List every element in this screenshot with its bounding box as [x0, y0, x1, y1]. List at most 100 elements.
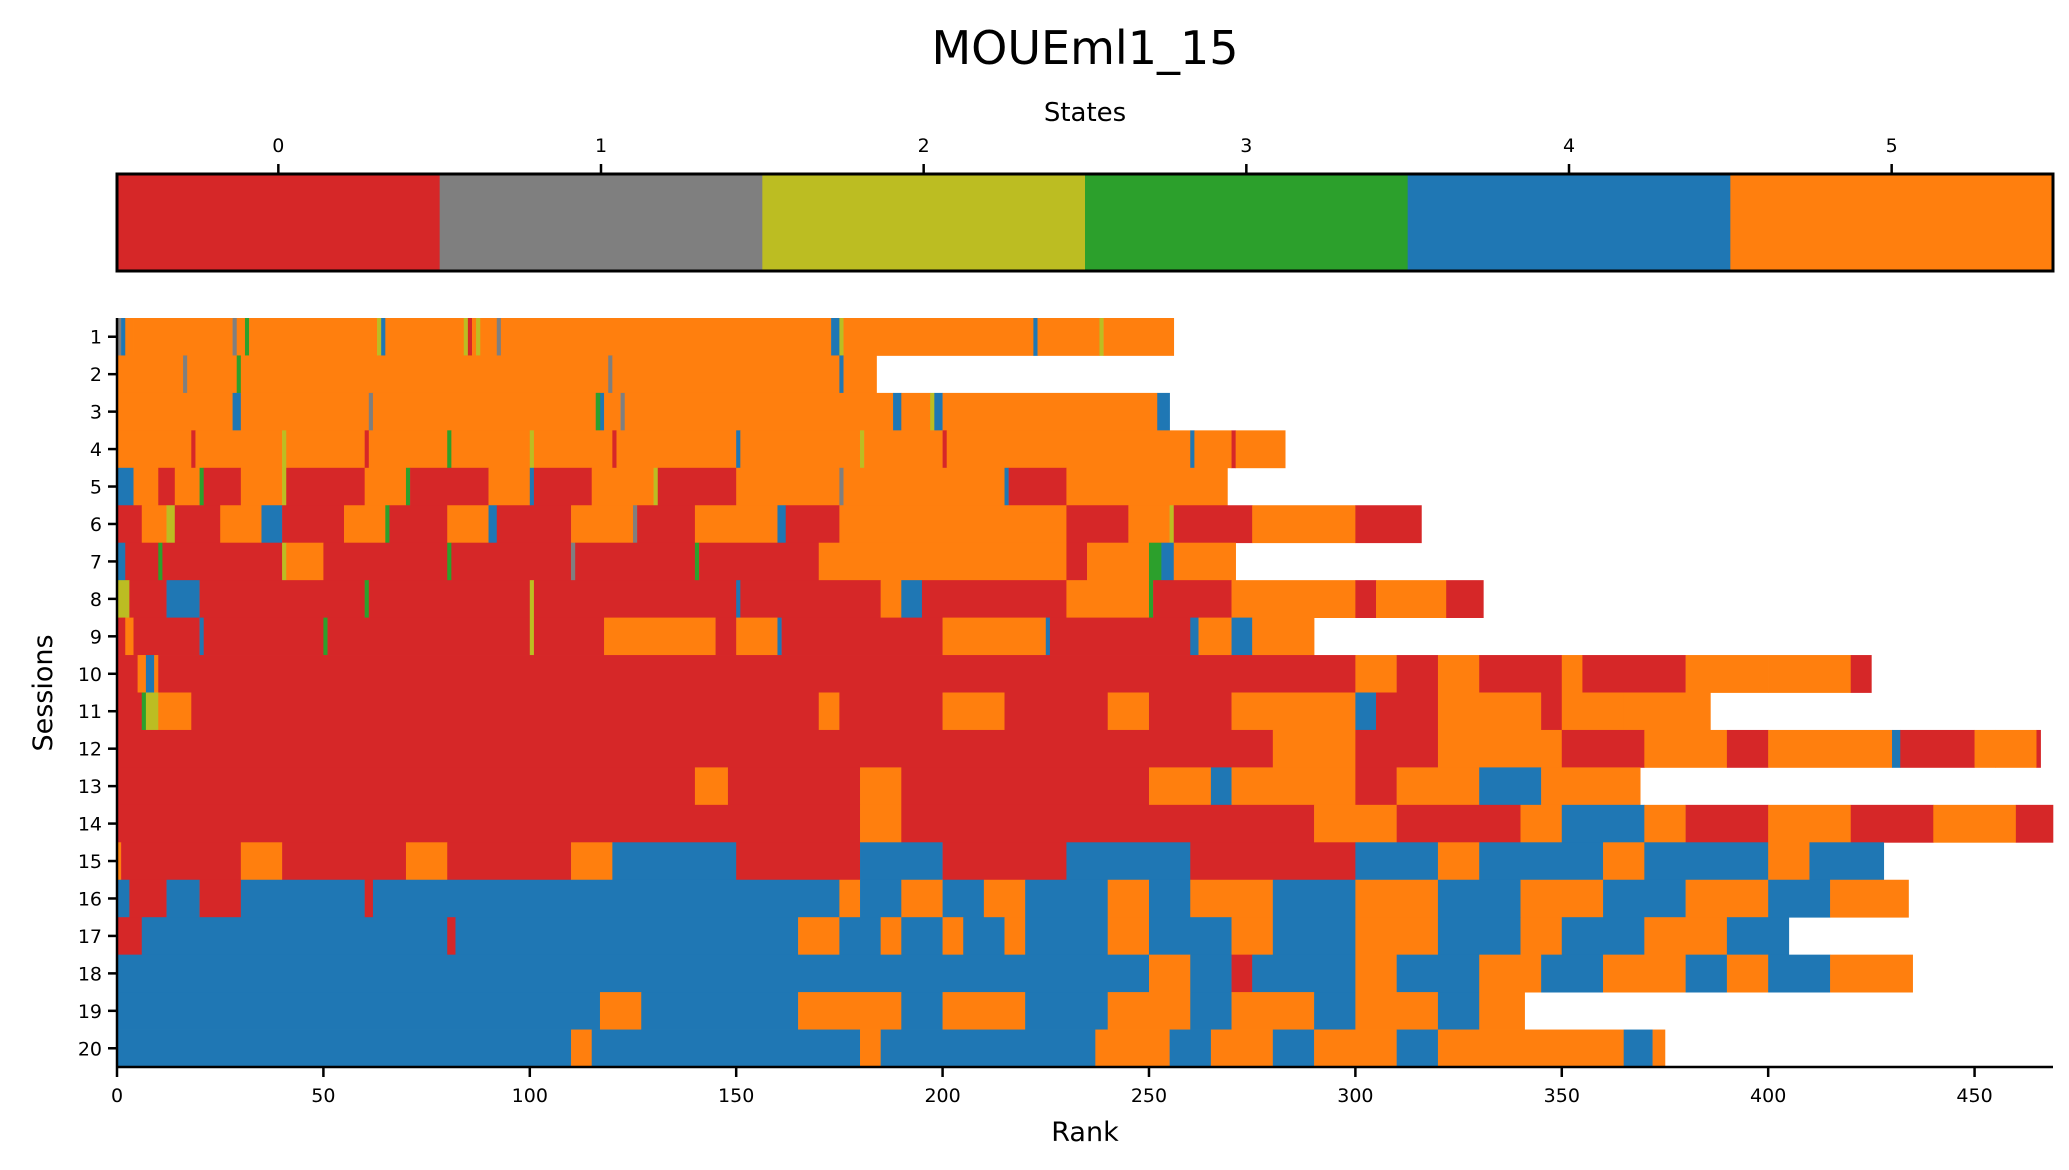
state-cell	[232, 318, 238, 356]
session-rows	[117, 318, 2054, 1068]
state-cell	[240, 842, 283, 881]
state-cell	[1004, 917, 1026, 956]
state-cell	[1850, 804, 1934, 843]
y-tick-label: 3	[90, 402, 102, 424]
state-cell	[1169, 1029, 1212, 1068]
state-cell	[117, 842, 122, 881]
state-cell	[1644, 729, 1728, 768]
chart-title: MOUEml1_15	[931, 21, 1238, 75]
state-cell	[1520, 917, 1563, 956]
state-cell	[240, 879, 365, 918]
colorbar-cell-2	[762, 174, 1086, 271]
state-cell	[145, 692, 159, 731]
state-cell	[818, 542, 1067, 581]
state-cell	[1107, 692, 1150, 731]
state-cell	[1644, 917, 1728, 956]
state-cell	[368, 580, 531, 618]
y-tick-label: 4	[90, 439, 102, 461]
session-row-7	[117, 542, 1236, 581]
state-cell	[736, 467, 840, 506]
colorbar-cell-5	[1730, 174, 2054, 271]
state-cell	[694, 505, 778, 544]
state-cell	[880, 917, 902, 956]
state-cell	[451, 430, 531, 469]
state-cell	[389, 505, 448, 544]
state-cell	[199, 467, 204, 506]
session-row-1	[117, 318, 1175, 356]
state-cell	[1355, 879, 1439, 918]
state-cell	[571, 1029, 593, 1068]
state-cell	[1726, 954, 1769, 993]
state-cell	[599, 992, 642, 1030]
state-cell	[1479, 1029, 1624, 1068]
state-cell	[1190, 430, 1195, 469]
state-cell	[447, 505, 489, 544]
state-cell	[1045, 617, 1051, 656]
state-cell	[496, 318, 502, 356]
state-cell	[1153, 580, 1232, 618]
state-cell	[1355, 842, 1439, 881]
state-cell	[1396, 804, 1521, 843]
state-cell	[125, 542, 159, 581]
y-tick-label: 6	[90, 514, 102, 536]
state-cell	[1314, 992, 1356, 1030]
session-row-2	[117, 355, 877, 394]
state-cell	[1768, 842, 1810, 881]
state-cell	[1148, 542, 1162, 581]
state-cell	[843, 467, 1005, 506]
state-cell	[121, 318, 126, 356]
state-cell	[1520, 804, 1563, 843]
state-cell	[1561, 729, 1645, 768]
state-cell	[736, 580, 741, 618]
state-cell	[1437, 992, 1480, 1030]
y-tick-label: 12	[78, 739, 102, 761]
state-cell	[657, 467, 737, 506]
state-cell	[1479, 767, 1542, 806]
state-cell	[942, 992, 1026, 1030]
x-ticks: 0 50 100 150 200 250 300 350 400 450	[111, 1067, 1993, 1107]
state-cell	[191, 692, 820, 731]
state-cell	[447, 917, 456, 956]
state-cell	[860, 430, 865, 469]
state-cell	[1376, 692, 1439, 731]
state-cell	[860, 879, 902, 918]
state-cell	[533, 580, 737, 618]
state-cell	[1582, 655, 1686, 693]
state-cell	[447, 842, 572, 881]
state-cell	[1231, 992, 1315, 1030]
y-tick-label: 19	[78, 1001, 102, 1023]
state-cell	[133, 467, 159, 506]
state-cell	[1272, 1029, 1315, 1068]
y-tick-label: 10	[78, 664, 102, 686]
state-cell	[323, 617, 328, 656]
x-tick-label: 100	[512, 1085, 548, 1107]
state-cell	[2036, 729, 2041, 768]
state-cell	[1437, 1029, 1480, 1068]
state-cell	[839, 505, 1067, 544]
state-cell	[236, 355, 242, 394]
state-cell	[777, 505, 787, 544]
y-tick-label: 9	[90, 626, 102, 648]
state-cell	[591, 467, 654, 506]
state-cell	[901, 392, 931, 431]
state-cell	[372, 392, 597, 431]
state-cell	[1933, 804, 2017, 843]
state-cell	[141, 505, 167, 544]
y-tick-label: 8	[90, 589, 102, 611]
session-row-3	[117, 392, 1170, 431]
y-tick-label: 2	[90, 364, 102, 386]
state-cell	[781, 617, 943, 656]
colorbar-tick-label: 0	[272, 135, 284, 157]
session-row-13	[117, 767, 1641, 806]
state-cell	[983, 879, 1026, 918]
state-cell	[1355, 729, 1439, 768]
state-cell	[385, 318, 465, 356]
state-cell	[533, 467, 593, 506]
state-cell	[1892, 729, 1901, 768]
state-cell	[364, 467, 407, 506]
state-cell	[240, 355, 609, 394]
state-cell	[1252, 954, 1356, 993]
